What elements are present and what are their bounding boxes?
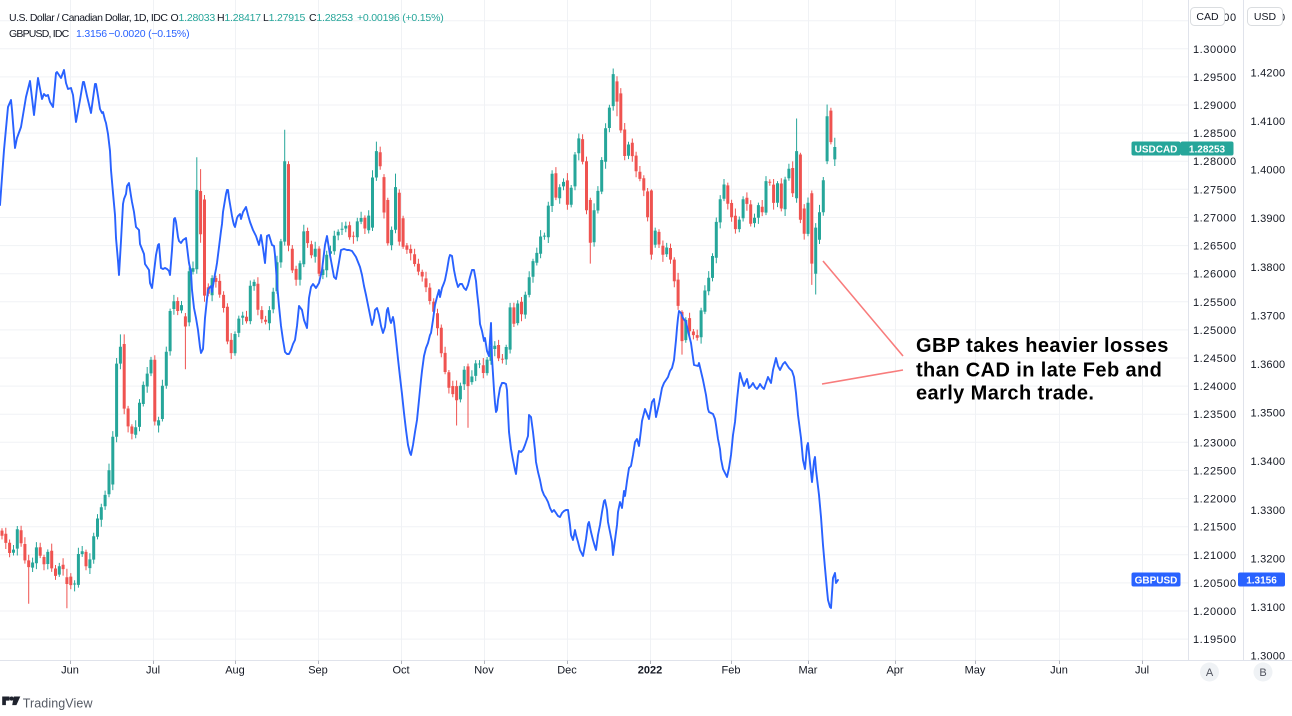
svg-text:GBPUSD, IDC: GBPUSD, IDC [9, 28, 70, 40]
svg-text:Apr: Apr [886, 665, 903, 677]
svg-text:1.28000: 1.28000 [1193, 156, 1237, 168]
svg-text:O1.28033: O1.28033 [171, 12, 216, 24]
svg-text:1.22000: 1.22000 [1193, 494, 1237, 506]
svg-text:1.22500: 1.22500 [1193, 465, 1237, 477]
svg-text:1.27000: 1.27000 [1193, 213, 1237, 225]
svg-text:Jun: Jun [1050, 665, 1068, 677]
svg-text:1.3700: 1.3700 [1251, 310, 1286, 322]
svg-text:1.4100: 1.4100 [1251, 116, 1286, 128]
svg-text:1.25500: 1.25500 [1193, 297, 1237, 309]
svg-text:1.3200: 1.3200 [1251, 553, 1286, 565]
svg-text:Jul: Jul [146, 665, 160, 677]
svg-text:1.3156: 1.3156 [1246, 576, 1277, 587]
svg-text:1.19500: 1.19500 [1193, 634, 1237, 646]
svg-text:1.20000: 1.20000 [1193, 606, 1237, 618]
svg-text:USDCAD: USDCAD [1135, 145, 1178, 156]
svg-text:1.20500: 1.20500 [1193, 578, 1237, 590]
svg-text:Dec: Dec [557, 665, 577, 677]
svg-text:1.24500: 1.24500 [1193, 353, 1237, 365]
svg-text:1.3500: 1.3500 [1251, 408, 1286, 420]
svg-text:1.3800: 1.3800 [1251, 262, 1286, 274]
svg-text:C1.28253: C1.28253 [309, 12, 353, 24]
svg-text:CAD: CAD [1196, 11, 1219, 23]
svg-text:1.28500: 1.28500 [1193, 128, 1237, 140]
svg-text:1.29500: 1.29500 [1193, 72, 1237, 84]
svg-text:U.S. Dollar / Canadian Dollar,: U.S. Dollar / Canadian Dollar, 1D, IDC [9, 12, 168, 24]
svg-text:1.4000: 1.4000 [1251, 165, 1286, 177]
svg-text:1.3100: 1.3100 [1251, 602, 1286, 614]
svg-text:−0.0020 (−0.15%): −0.0020 (−0.15%) [109, 28, 190, 40]
svg-text:Sep: Sep [308, 665, 328, 677]
svg-text:H1.28417: H1.28417 [217, 12, 261, 24]
svg-text:1.26000: 1.26000 [1193, 269, 1237, 281]
svg-text:1.26500: 1.26500 [1193, 241, 1237, 253]
svg-text:1.30000: 1.30000 [1193, 44, 1237, 56]
svg-text:Feb: Feb [722, 665, 741, 677]
svg-text:1.27500: 1.27500 [1193, 184, 1237, 196]
svg-text:1.3900: 1.3900 [1251, 213, 1286, 225]
svg-text:B: B [1259, 667, 1266, 679]
svg-text:1.23000: 1.23000 [1193, 437, 1237, 449]
svg-text:1.21000: 1.21000 [1193, 550, 1237, 562]
svg-text:A: A [1206, 667, 1214, 679]
svg-text:1.3300: 1.3300 [1251, 505, 1286, 517]
svg-text:1.21500: 1.21500 [1193, 522, 1237, 534]
svg-text:early March trade.: early March trade. [916, 383, 1094, 405]
svg-text:Jul: Jul [1135, 665, 1149, 677]
svg-text:May: May [965, 665, 986, 677]
svg-text:1.3400: 1.3400 [1251, 456, 1286, 468]
svg-text:+0.00196 (+0.15%): +0.00196 (+0.15%) [357, 12, 444, 24]
svg-text:1.29000: 1.29000 [1193, 100, 1237, 112]
svg-text:1.25000: 1.25000 [1193, 325, 1237, 337]
svg-text:L1.27915: L1.27915 [263, 12, 306, 24]
svg-text:GBP takes heavier losses: GBP takes heavier losses [916, 335, 1169, 357]
svg-text:1.28253: 1.28253 [1189, 145, 1226, 156]
svg-text:1.4200: 1.4200 [1251, 67, 1286, 79]
svg-text:GBPUSD: GBPUSD [1135, 576, 1178, 587]
svg-text:2022: 2022 [638, 665, 662, 677]
svg-text:than CAD in late Feb and: than CAD in late Feb and [916, 360, 1162, 382]
svg-text:1.23500: 1.23500 [1193, 409, 1237, 421]
svg-text:1.3600: 1.3600 [1251, 359, 1286, 371]
svg-text:1.3156: 1.3156 [76, 28, 107, 40]
svg-text:Mar: Mar [799, 665, 818, 677]
svg-text:Aug: Aug [225, 665, 245, 677]
svg-text:1.24000: 1.24000 [1193, 381, 1237, 393]
svg-text:TradingView: TradingView [23, 696, 94, 710]
svg-text:USD: USD [1254, 11, 1277, 23]
svg-text:Oct: Oct [392, 665, 409, 677]
svg-text:Jun: Jun [61, 665, 79, 677]
svg-text:1.3000: 1.3000 [1251, 651, 1286, 663]
svg-text:Nov: Nov [474, 665, 494, 677]
